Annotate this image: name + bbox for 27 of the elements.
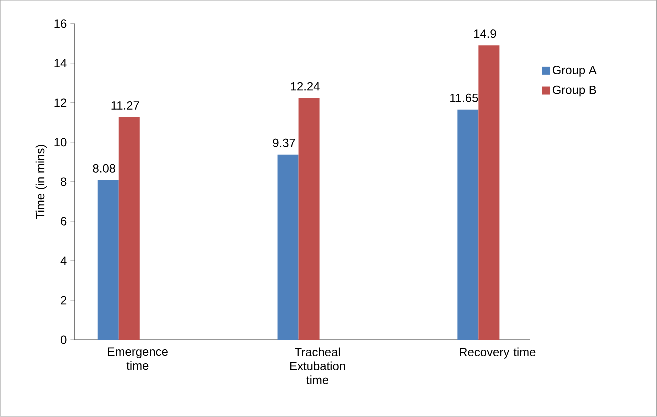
data-label: 11.27: [112, 102, 140, 110]
x-tick-label: Emergence time: [108, 348, 168, 370]
data-label: 9.37: [273, 138, 296, 148]
x-tick-label: Recovery time: [460, 348, 536, 359]
bar: [478, 46, 500, 340]
y-tick-label: 14: [54, 59, 67, 68]
x-tick-label: Tracheal Extubation time: [290, 348, 346, 384]
bar: [98, 180, 119, 340]
bar: [458, 110, 479, 340]
y-tick-label: 8: [61, 178, 67, 186]
y-tick-label: 12: [54, 98, 67, 108]
y-tick-label: 6: [61, 217, 67, 226]
bar: [298, 98, 320, 340]
legend-label: Group A: [552, 66, 597, 77]
y-tick-label: 0: [60, 336, 67, 344]
data-label: 12.24: [291, 82, 320, 91]
bar: [118, 117, 140, 340]
data-label: 8.08: [93, 164, 116, 173]
y-tick-label: 4: [60, 256, 67, 266]
y-tick-label: 16: [54, 20, 67, 28]
legend-label: Group B: [552, 86, 596, 97]
bar: [278, 154, 299, 340]
y-tick-label: 2: [61, 296, 67, 305]
y-tick-label: 10: [54, 138, 67, 147]
y-axis-title: Time (in mins): [36, 145, 48, 220]
data-label: 11.65: [450, 94, 478, 102]
data-label: 14.9: [474, 30, 496, 38]
